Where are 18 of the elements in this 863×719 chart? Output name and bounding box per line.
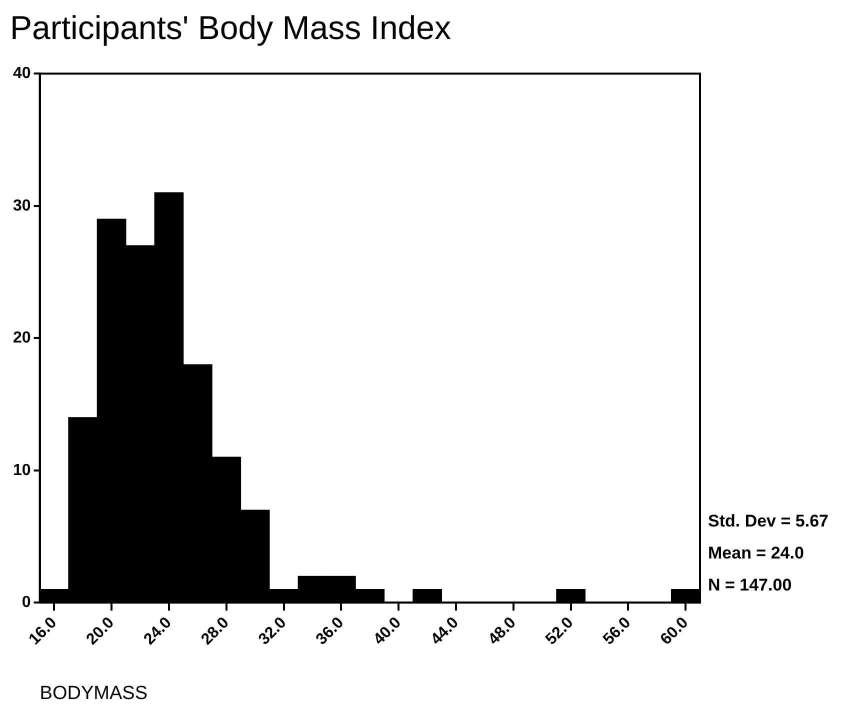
x-tick-label: 56.0 <box>600 614 634 648</box>
chart-title: Participants' Body Mass Index <box>10 8 452 46</box>
x-tick-label: 48.0 <box>485 614 520 648</box>
x-axis-title: BODYMASS <box>40 682 148 704</box>
x-tick-label: 32.0 <box>256 614 290 648</box>
text: Mean = 24.0 <box>708 543 804 562</box>
y-tick-label: 0 <box>22 594 31 612</box>
x-tick-label: 60.0 <box>658 614 692 648</box>
x-tick-label: 44.0 <box>428 614 462 648</box>
text: N = 147.00 <box>708 575 792 594</box>
x-tick-label: 52.0 <box>542 614 577 648</box>
y-tick-label: 20 <box>13 330 31 347</box>
x-tick-label: 40.0 <box>370 614 405 648</box>
text: Std. Dev = 5.67 <box>708 511 828 530</box>
y-tick-label: 40 <box>13 65 31 82</box>
x-tick-label: 36.0 <box>313 614 348 648</box>
y-tick-label: 10 <box>13 462 31 479</box>
y-tick-label: 30 <box>13 197 31 214</box>
